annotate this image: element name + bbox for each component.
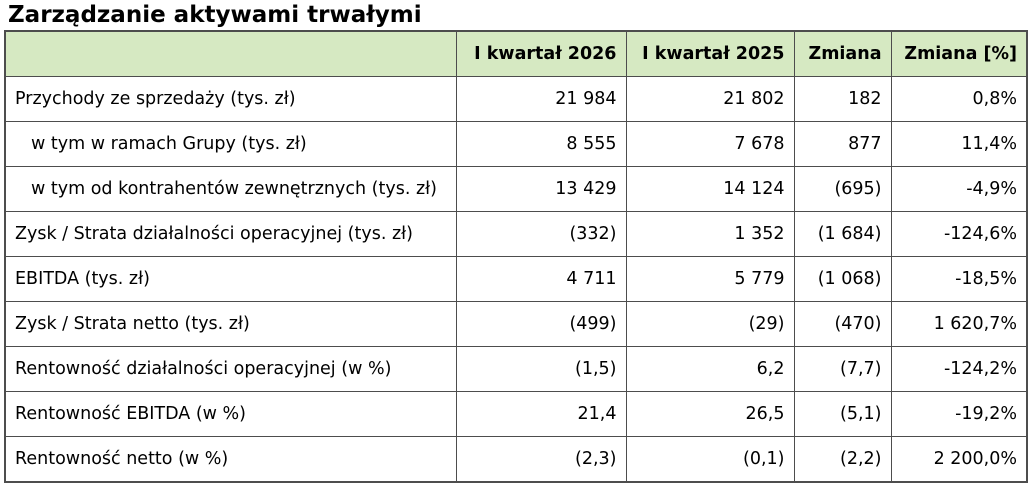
cell-q2025: 5 779 [625, 256, 795, 302]
cell-change: 877 [793, 121, 892, 167]
table-header-row: I kwartał 2026 I kwartał 2025 Zmiana Zmi… [4, 30, 1028, 77]
cell-change: (1 684) [793, 211, 892, 257]
table-row: EBITDA (tys. zł) 4 711 5 779 (1 068) -18,5% [4, 256, 1028, 302]
cell-q2025: 1 352 [625, 211, 795, 257]
cell-change: (7,7) [793, 346, 892, 392]
cell-change: (470) [793, 301, 892, 347]
cell-q2026: 13 429 [455, 166, 627, 212]
cell-q2025: 26,5 [625, 391, 795, 437]
row-label: Przychody ze sprzedaży (tys. zł) [4, 76, 457, 122]
row-label: EBITDA (tys. zł) [4, 256, 457, 302]
cell-change-percent: -18,5% [890, 256, 1028, 302]
cell-q2026: (2,3) [455, 436, 627, 483]
table-row: w tym w ramach Grupy (tys. zł) 8 555 7 678… [4, 121, 1028, 167]
cell-q2025: 7 678 [625, 121, 795, 167]
cell-q2026: 21,4 [455, 391, 627, 437]
header-change-percent: Zmiana [%] [890, 30, 1028, 77]
cell-q2025: 6,2 [625, 346, 795, 392]
header-change: Zmiana [793, 30, 892, 77]
cell-change: (5,1) [793, 391, 892, 437]
table-row: Rentowność działalności operacyjnej (w %… [4, 346, 1028, 392]
cell-change-percent: 1 620,7% [890, 301, 1028, 347]
page-title: Zarządzanie aktywami trwałymi [8, 2, 422, 28]
row-label: Zysk / Strata działalności operacyjnej (… [4, 211, 457, 257]
row-label: w tym od kontrahentów zewnętrznych (tys.… [4, 166, 457, 212]
cell-q2025: (29) [625, 301, 795, 347]
cell-q2026: (1,5) [455, 346, 627, 392]
row-label: Rentowność EBITDA (w %) [4, 391, 457, 437]
header-q2026: I kwartał 2026 [455, 30, 627, 77]
table-row: Zysk / Strata działalności operacyjnej (… [4, 211, 1028, 257]
row-label: Rentowność działalności operacyjnej (w %… [4, 346, 457, 392]
cell-q2026: 4 711 [455, 256, 627, 302]
header-label-column [4, 30, 457, 77]
cell-change-percent: -4,9% [890, 166, 1028, 212]
cell-change: (1 068) [793, 256, 892, 302]
cell-change: 182 [793, 76, 892, 122]
cell-change-percent: 0,8% [890, 76, 1028, 122]
table-row: w tym od kontrahentów zewnętrznych (tys.… [4, 166, 1028, 212]
cell-q2025: 14 124 [625, 166, 795, 212]
row-label: Rentowność netto (w %) [4, 436, 457, 483]
cell-q2026: (499) [455, 301, 627, 347]
table-row: Zysk / Strata netto (tys. zł) (499) (29) (4… [4, 301, 1028, 347]
cell-change-percent: -124,2% [890, 346, 1028, 392]
cell-q2025: (0,1) [625, 436, 795, 483]
cell-q2026: (332) [455, 211, 627, 257]
cell-change: (695) [793, 166, 892, 212]
table-row: Rentowność EBITDA (w %) 21,4 26,5 (5,1) -19,… [4, 391, 1028, 437]
cell-change-percent: -19,2% [890, 391, 1028, 437]
header-q2025: I kwartał 2025 [625, 30, 795, 77]
cell-q2026: 21 984 [455, 76, 627, 122]
cell-q2026: 8 555 [455, 121, 627, 167]
row-label: Zysk / Strata netto (tys. zł) [4, 301, 457, 347]
cell-change: (2,2) [793, 436, 892, 483]
row-label: w tym w ramach Grupy (tys. zł) [4, 121, 457, 167]
cell-change-percent: -124,6% [890, 211, 1028, 257]
cell-q2025: 21 802 [625, 76, 795, 122]
financial-table: I kwartał 2026 I kwartał 2025 Zmiana Zmi… [4, 30, 1028, 483]
table-row: Rentowność netto (w %) (2,3) (0,1) (2,2) 2 2… [4, 436, 1028, 483]
cell-change-percent: 2 200,0% [890, 436, 1028, 483]
table-row: Przychody ze sprzedaży (tys. zł) 21 984 21… [4, 76, 1028, 122]
cell-change-percent: 11,4% [890, 121, 1028, 167]
